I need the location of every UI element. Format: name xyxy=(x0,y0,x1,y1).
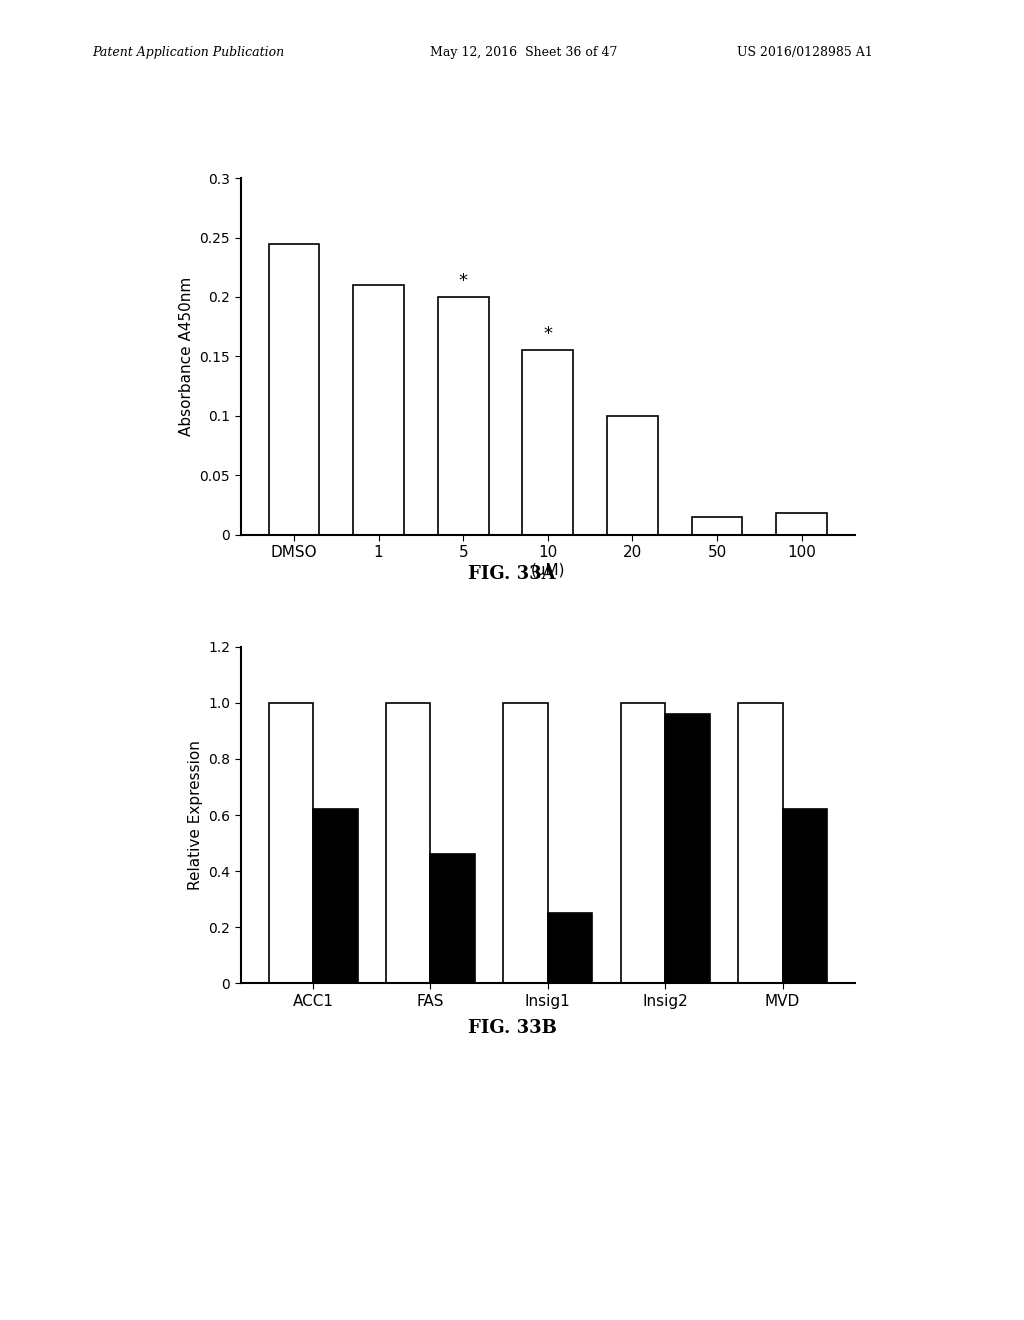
X-axis label: (μM): (μM) xyxy=(530,562,565,578)
Bar xyxy=(313,809,357,983)
Text: *: * xyxy=(459,272,468,290)
Bar xyxy=(430,854,475,983)
Bar xyxy=(268,243,319,535)
Text: US 2016/0128985 A1: US 2016/0128985 A1 xyxy=(737,46,873,59)
Bar xyxy=(386,702,430,983)
Bar xyxy=(268,702,313,983)
Bar xyxy=(438,297,488,535)
Bar xyxy=(607,416,657,535)
Bar xyxy=(691,516,742,535)
Text: FIG. 33B: FIG. 33B xyxy=(468,1019,556,1038)
Text: *: * xyxy=(544,325,552,343)
Bar xyxy=(621,702,666,983)
Text: FIG. 33A: FIG. 33A xyxy=(468,565,556,583)
Bar xyxy=(738,702,782,983)
Bar xyxy=(503,702,548,983)
Text: Patent Application Publication: Patent Application Publication xyxy=(92,46,285,59)
Bar xyxy=(548,913,593,983)
Text: May 12, 2016  Sheet 36 of 47: May 12, 2016 Sheet 36 of 47 xyxy=(430,46,617,59)
Y-axis label: Absorbance A450nm: Absorbance A450nm xyxy=(179,277,194,436)
Bar xyxy=(776,513,827,535)
Y-axis label: Relative Expression: Relative Expression xyxy=(187,741,203,890)
Bar xyxy=(522,351,573,535)
Bar xyxy=(353,285,404,535)
Bar xyxy=(666,714,710,983)
Bar xyxy=(782,809,827,983)
